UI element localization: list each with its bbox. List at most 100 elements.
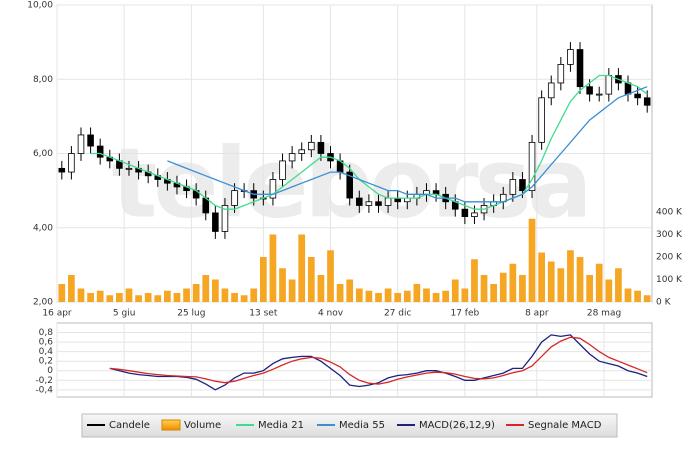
volume-bar <box>375 293 382 302</box>
candle-body <box>509 179 517 195</box>
x-tick-label: 13 set <box>249 309 278 319</box>
y-tick-label: 0 <box>47 366 53 376</box>
volume-bar <box>164 290 171 302</box>
volume-bar <box>355 288 363 302</box>
volume-bar <box>259 257 267 302</box>
volume-bar <box>634 290 641 302</box>
volume-bar <box>576 257 584 302</box>
volume-bar <box>77 288 85 302</box>
x-tick-label: 27 dic <box>384 309 412 319</box>
volume-bar <box>173 293 181 302</box>
candle-body <box>643 97 651 106</box>
legend <box>81 413 618 438</box>
candle-body <box>547 82 555 99</box>
x-tick-label: 8 apr <box>525 309 549 319</box>
volume-bar <box>413 284 421 302</box>
candle-body <box>595 93 603 96</box>
candle-body <box>68 153 75 173</box>
volume-bar <box>490 284 498 302</box>
candle-body <box>461 208 469 218</box>
candle-body <box>557 64 565 84</box>
volume-bar <box>298 234 306 302</box>
volume-bar <box>183 288 190 302</box>
x-tick-label: 5 giu <box>113 309 136 319</box>
y2-tick-label: 100 K <box>656 275 683 285</box>
y-tick-label: 0,6 <box>39 338 54 348</box>
y-tick-label: 10,00 <box>27 1 53 11</box>
volume-bar <box>279 268 286 302</box>
volume-bar <box>87 293 94 302</box>
volume-bar <box>307 257 315 302</box>
volume-bar <box>240 295 248 302</box>
volume-bar <box>317 275 325 302</box>
volume-bar <box>202 275 210 302</box>
volume-bar <box>615 268 622 302</box>
volume-bar <box>471 259 478 302</box>
volume-bar <box>605 279 613 302</box>
volume-bar <box>567 250 574 302</box>
volume-bar <box>250 288 258 302</box>
candle-body <box>365 201 373 206</box>
x-tick-label: 17 feb <box>450 309 479 319</box>
candle-body <box>567 49 574 65</box>
volume-bar <box>269 234 277 302</box>
volume-bar <box>192 284 200 302</box>
candle-body <box>58 167 66 173</box>
volume-bar <box>442 290 450 302</box>
volume-bar <box>96 290 104 302</box>
candle-body <box>538 97 545 143</box>
candle-body <box>634 93 641 99</box>
y-tick-label: -0,4 <box>35 385 53 395</box>
legend-label: Volume <box>184 420 221 431</box>
volume-bar <box>432 293 440 302</box>
y2-tick-label: 200 K <box>656 253 683 263</box>
candle-body <box>384 197 392 206</box>
y-tick-label: 6,00 <box>33 149 53 159</box>
legend-label: Candele <box>109 420 150 431</box>
candle-body <box>586 86 593 95</box>
candle-body <box>125 167 133 170</box>
y2-tick-label: 0 K <box>656 298 672 308</box>
ma-line <box>90 74 648 210</box>
candle-body <box>528 141 536 192</box>
plot-layer: 2,00 4,00 6,00 8,00 10,00 0 K 100 K 200 K 300 K 4… <box>27 1 683 432</box>
legend-label: MACD(26,12,9) <box>419 420 495 431</box>
y-tick-label: 8,00 <box>33 75 53 85</box>
volume-bar <box>480 275 488 302</box>
candle-body <box>346 171 353 199</box>
candle-body <box>375 201 382 206</box>
candle-body <box>576 49 584 88</box>
volume-bar <box>384 288 392 302</box>
volume-bar <box>365 290 373 302</box>
candle-body <box>519 179 526 192</box>
macd-line <box>109 334 648 391</box>
volume-bar <box>557 268 565 302</box>
legend-label: Segnale MACD <box>528 420 602 431</box>
volume-bar <box>528 218 536 302</box>
candle-body <box>356 197 363 206</box>
candle-body <box>308 141 315 151</box>
candle-body <box>231 190 238 206</box>
candle-body <box>605 75 613 95</box>
legend-swatch <box>161 419 181 431</box>
volume-bar <box>346 279 354 302</box>
candle-body <box>624 82 632 95</box>
volume-bar <box>547 261 555 302</box>
volume-bar <box>451 279 459 302</box>
volume-bar <box>231 293 238 302</box>
volume-bar <box>643 295 651 302</box>
candle-body <box>87 134 94 147</box>
volume-bar <box>327 250 334 302</box>
volume-bar <box>336 284 344 302</box>
legend-label: Media 55 <box>339 420 385 431</box>
volume-bar <box>586 275 593 302</box>
candle-body <box>298 149 305 154</box>
volume-bar <box>154 295 162 302</box>
y-tick-label: 0,2 <box>39 357 53 367</box>
x-tick-label: 25 lug <box>177 309 205 319</box>
volume-bar <box>595 263 603 302</box>
macd-line <box>109 336 648 385</box>
candle-body <box>279 160 286 180</box>
y2-tick-label: 300 K <box>656 230 683 240</box>
